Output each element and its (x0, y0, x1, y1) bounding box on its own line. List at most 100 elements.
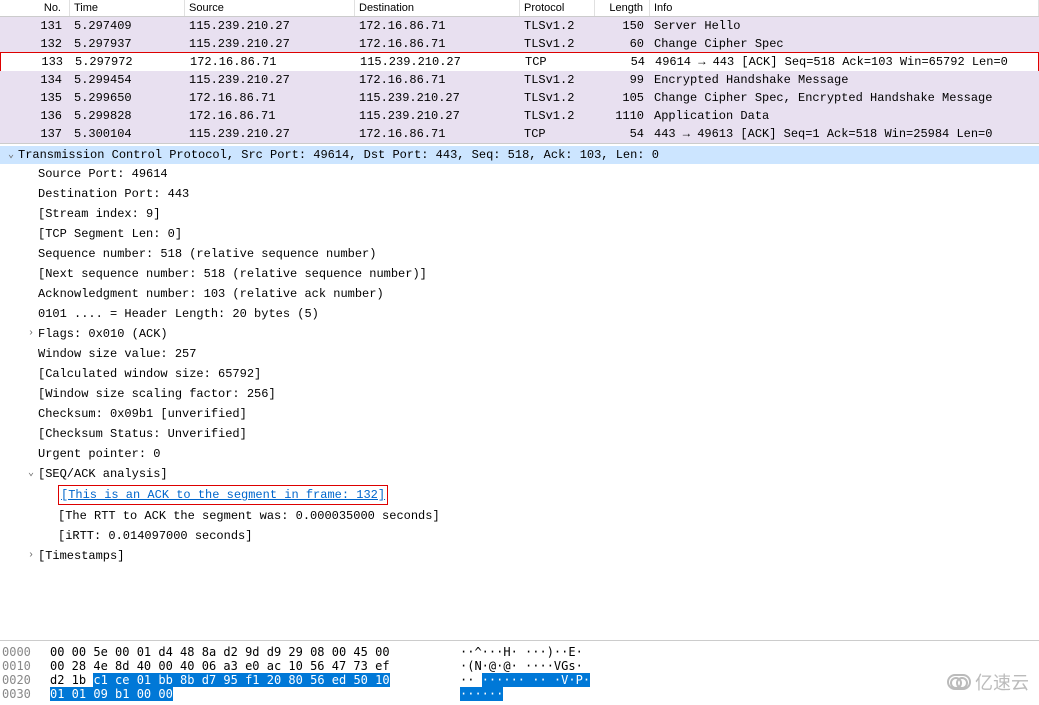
packet-row[interactable]: 1345.299454115.239.210.27172.16.86.71TLS… (0, 71, 1039, 89)
packet-row[interactable]: 1335.297972172.16.86.71115.239.210.27TCP… (0, 52, 1039, 72)
packet-row[interactable]: 1315.297409115.239.210.27172.16.86.71TLS… (0, 17, 1039, 35)
cell-source: 115.239.210.27 (185, 18, 355, 34)
cell-time: 5.299454 (70, 72, 185, 88)
cell-no: 134 (0, 72, 70, 88)
detail-line[interactable]: ⌄[SEQ/ACK analysis] (0, 464, 1039, 484)
cell-info: Server Hello (650, 18, 1039, 34)
cell-info: 49614 → 443 [ACK] Seq=518 Ack=103 Win=65… (651, 54, 1038, 70)
cell-length: 105 (595, 90, 650, 106)
cell-no: 136 (0, 108, 70, 124)
packet-list-pane: No. Time Source Destination Protocol Len… (0, 0, 1039, 144)
detail-line[interactable]: [The RTT to ACK the segment was: 0.00003… (0, 506, 1039, 526)
cell-info: Change Cipher Spec (650, 36, 1039, 52)
detail-line[interactable]: [Next sequence number: 518 (relative seq… (0, 264, 1039, 284)
hex-row[interactable]: 000000 00 5e 00 01 d4 48 8a d2 9d d9 29 … (0, 645, 1039, 659)
hex-offset: 0010 (2, 659, 50, 673)
cell-source: 172.16.86.71 (185, 90, 355, 106)
col-header-time[interactable]: Time (70, 0, 185, 16)
watermark-text: 亿速云 (975, 669, 1029, 695)
detail-text: Acknowledgment number: 103 (relative ack… (38, 285, 384, 303)
detail-text: [The RTT to ACK the segment was: 0.00003… (58, 507, 440, 525)
cell-no: 137 (0, 126, 70, 142)
cell-time: 5.297937 (70, 36, 185, 52)
detail-text: [Timestamps] (38, 547, 124, 565)
col-header-destination[interactable]: Destination (355, 0, 520, 16)
detail-line[interactable]: Source Port: 49614 (0, 164, 1039, 184)
detail-line[interactable]: Urgent pointer: 0 (0, 444, 1039, 464)
hex-row[interactable]: 0020d2 1b c1 ce 01 bb 8b d7 95 f1 20 80 … (0, 673, 1039, 687)
detail-line[interactable]: [Stream index: 9] (0, 204, 1039, 224)
detail-text: [Checksum Status: Unverified] (38, 425, 247, 443)
watermark-icon (947, 674, 971, 690)
cell-no: 132 (0, 36, 70, 52)
hex-ascii: ··^···H· ···)··E· (460, 645, 583, 659)
cell-length: 1110 (595, 108, 650, 124)
detail-line[interactable]: [TCP Segment Len: 0] (0, 224, 1039, 244)
protocol-header-row[interactable]: ⌄ Transmission Control Protocol, Src Por… (0, 146, 1039, 164)
cell-length: 60 (595, 36, 650, 52)
tree-toggle-icon[interactable]: ⌄ (24, 465, 38, 483)
detail-line[interactable]: ›Flags: 0x010 (ACK) (0, 324, 1039, 344)
detail-text: Flags: 0x010 (ACK) (38, 325, 168, 343)
cell-time: 5.297972 (71, 54, 186, 70)
frame-link[interactable]: [This is an ACK to the segment in frame:… (61, 488, 385, 502)
detail-text: Destination Port: 443 (38, 185, 189, 203)
cell-info: Change Cipher Spec, Encrypted Handshake … (650, 90, 1039, 106)
detail-line[interactable]: Sequence number: 518 (relative sequence … (0, 244, 1039, 264)
watermark: 亿速云 (947, 669, 1029, 695)
cell-info: Encrypted Handshake Message (650, 72, 1039, 88)
detail-line[interactable]: 0101 .... = Header Length: 20 bytes (5) (0, 304, 1039, 324)
packet-row[interactable]: 1325.297937115.239.210.27172.16.86.71TLS… (0, 35, 1039, 53)
hex-ascii: ······ (460, 687, 503, 701)
cell-source: 115.239.210.27 (185, 36, 355, 52)
detail-line[interactable]: Window size value: 257 (0, 344, 1039, 364)
cell-source: 115.239.210.27 (185, 126, 355, 142)
detail-line[interactable]: [Checksum Status: Unverified] (0, 424, 1039, 444)
detail-text: [iRTT: 0.014097000 seconds] (58, 527, 252, 545)
hex-row[interactable]: 003001 01 09 b1 00 00······ (0, 687, 1039, 701)
cell-time: 5.297409 (70, 18, 185, 34)
collapse-icon[interactable]: ⌄ (4, 149, 18, 161)
hex-offset: 0020 (2, 673, 50, 687)
tree-toggle-icon[interactable]: › (24, 547, 38, 565)
col-header-info[interactable]: Info (650, 0, 1039, 16)
hex-bytes: 01 01 09 b1 00 00 (50, 687, 460, 701)
detail-line[interactable]: Acknowledgment number: 103 (relative ack… (0, 284, 1039, 304)
hex-offset: 0000 (2, 645, 50, 659)
packet-details-pane: ⌄ Transmission Control Protocol, Src Por… (0, 144, 1039, 641)
detail-text: [TCP Segment Len: 0] (38, 225, 182, 243)
detail-line[interactable]: Destination Port: 443 (0, 184, 1039, 204)
cell-no: 135 (0, 90, 70, 106)
cell-destination: 115.239.210.27 (356, 54, 521, 70)
packet-row[interactable]: 1365.299828172.16.86.71115.239.210.27TLS… (0, 107, 1039, 125)
hex-offset: 0030 (2, 687, 50, 701)
hex-row[interactable]: 001000 28 4e 8d 40 00 40 06 a3 e0 ac 10 … (0, 659, 1039, 673)
detail-text: [This is an ACK to the segment in frame:… (58, 485, 388, 505)
packet-row[interactable]: 1355.299650172.16.86.71115.239.210.27TLS… (0, 89, 1039, 107)
cell-info: 443 → 49613 [ACK] Seq=1 Ack=518 Win=2598… (650, 126, 1039, 142)
detail-text: [Window size scaling factor: 256] (38, 385, 276, 403)
hex-bytes: d2 1b c1 ce 01 bb 8b d7 95 f1 20 80 56 e… (50, 673, 460, 687)
cell-source: 172.16.86.71 (186, 54, 356, 70)
packet-row[interactable]: 1375.300104115.239.210.27172.16.86.71TCP… (0, 125, 1039, 143)
detail-line[interactable]: [Window size scaling factor: 256] (0, 384, 1039, 404)
cell-destination: 172.16.86.71 (355, 18, 520, 34)
detail-line[interactable]: [iRTT: 0.014097000 seconds] (0, 526, 1039, 546)
col-header-source[interactable]: Source (185, 0, 355, 16)
detail-line[interactable]: Checksum: 0x09b1 [unverified] (0, 404, 1039, 424)
cell-no: 133 (1, 54, 71, 70)
detail-line[interactable]: [This is an ACK to the segment in frame:… (0, 484, 1039, 506)
cell-destination: 172.16.86.71 (355, 72, 520, 88)
detail-line[interactable]: [Calculated window size: 65792] (0, 364, 1039, 384)
cell-time: 5.299650 (70, 90, 185, 106)
col-header-length[interactable]: Length (595, 0, 650, 16)
col-header-no[interactable]: No. (0, 0, 70, 16)
cell-protocol: TCP (520, 126, 595, 142)
cell-destination: 115.239.210.27 (355, 90, 520, 106)
tree-toggle-icon[interactable]: › (24, 325, 38, 343)
cell-time: 5.300104 (70, 126, 185, 142)
hex-dump-pane: 000000 00 5e 00 01 d4 48 8a d2 9d d9 29 … (0, 641, 1039, 705)
cell-protocol: TLSv1.2 (520, 72, 595, 88)
col-header-protocol[interactable]: Protocol (520, 0, 595, 16)
detail-line[interactable]: ›[Timestamps] (0, 546, 1039, 566)
